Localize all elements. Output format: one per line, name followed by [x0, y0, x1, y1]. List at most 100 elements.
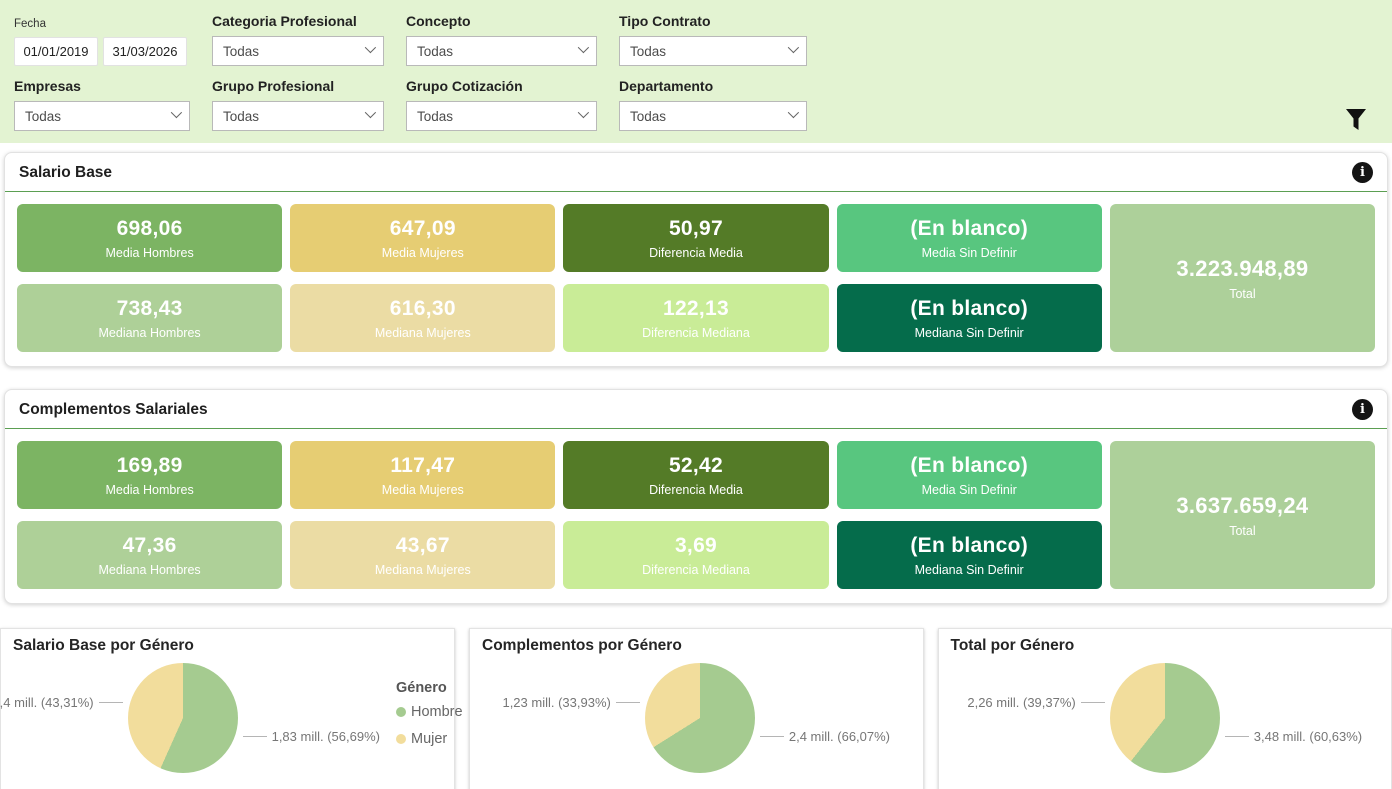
kpi-diferencia-media[interactable]: 50,97 Diferencia Media — [563, 204, 829, 272]
kpi-value: 647,09 — [389, 216, 456, 240]
pie-chart[interactable] — [127, 663, 238, 773]
section-title: Salario Base — [19, 163, 113, 181]
kpi-mediana-sin-definir[interactable]: (En blanco) Mediana Sin Definir — [836, 284, 1102, 352]
categoria-profesional-label: Categoria Profesional — [212, 13, 357, 29]
kpi-grid: 169,89 Media Hombres 117,47 Media Mujere… — [5, 429, 1387, 603]
callout-line — [759, 735, 784, 737]
dropdown-value: Todas — [417, 108, 454, 124]
kpi-media-sin-definir[interactable]: (En blanco) Media Sin Definir — [836, 441, 1102, 509]
dropdown-value: Todas — [630, 43, 667, 59]
pie-chart[interactable] — [644, 663, 755, 773]
section-complementos-salariales: Complementos Salariales i 169,89 Media H… — [4, 389, 1388, 604]
kpi-label: Media Sin Definir — [921, 245, 1017, 260]
kpi-media-hombres[interactable]: 698,06 Media Hombres — [17, 204, 283, 272]
empresas-label: Empresas — [14, 78, 81, 94]
kpi-value: 122,13 — [662, 296, 729, 320]
kpi-value: (En blanco) — [910, 453, 1029, 477]
pie-label-hombre: 2,4 mill. (66,07%) — [755, 729, 890, 744]
legend-dot-mujer — [395, 733, 406, 744]
legend-item-mujer[interactable]: Mujer — [395, 726, 463, 753]
tipo-contrato-dropdown[interactable]: Todas — [619, 36, 807, 66]
grupo-cotizacion-label: Grupo Cotización — [406, 78, 523, 94]
categoria-profesional-dropdown[interactable]: Todas — [212, 36, 384, 66]
kpi-value: 169,89 — [116, 453, 183, 477]
kpi-media-mujeres[interactable]: 647,09 Media Mujeres — [290, 204, 556, 272]
tipo-contrato-label: Tipo Contrato — [619, 13, 711, 29]
kpi-value: 738,43 — [116, 296, 183, 320]
filter-categoria-profesional: Categoria Profesional Todas — [212, 10, 406, 66]
dropdown-value: Todas — [223, 43, 260, 59]
info-icon[interactable]: i — [1352, 399, 1373, 420]
callout-line — [98, 701, 123, 703]
empresas-dropdown[interactable]: Todas — [14, 101, 190, 131]
chevron-down-icon — [577, 41, 590, 54]
kpi-label: Media Sin Definir — [921, 482, 1017, 497]
kpi-value: 43,67 — [395, 533, 450, 557]
kpi-value: (En blanco) — [910, 216, 1029, 240]
concepto-dropdown[interactable]: Todas — [406, 36, 597, 66]
kpi-diferencia-mediana[interactable]: 122,13 Diferencia Mediana — [563, 284, 829, 352]
departamento-dropdown[interactable]: Todas — [619, 101, 807, 131]
kpi-label: Mediana Mujeres — [374, 562, 471, 577]
kpi-diferencia-mediana[interactable]: 3,69 Diferencia Mediana — [563, 521, 829, 589]
callout-line — [1224, 735, 1249, 737]
kpi-value: (En blanco) — [910, 533, 1029, 557]
kpi-label: Media Mujeres — [381, 482, 464, 497]
filter-bar: Fecha Categoria Profesional Todas Concep… — [0, 0, 1392, 143]
kpi-value: 50,97 — [668, 216, 724, 240]
dropdown-value: Todas — [630, 108, 667, 124]
pie-label-hombre: 1,83 mill. (56,69%) — [238, 729, 380, 744]
kpi-label: Total — [1229, 523, 1256, 538]
chevron-down-icon — [787, 41, 800, 54]
chevron-down-icon — [787, 106, 800, 119]
filter-empresas: Empresas Todas — [14, 75, 212, 131]
chart-title: Complementos por Género — [482, 637, 682, 654]
filter-funnel-icon[interactable] — [1346, 109, 1366, 131]
chart-title: Total por Género — [950, 637, 1075, 654]
info-icon[interactable]: i — [1352, 162, 1373, 183]
departamento-label: Departamento — [619, 78, 714, 94]
kpi-label: Mediana Mujeres — [374, 325, 471, 340]
chevron-down-icon — [577, 106, 590, 119]
kpi-value: 3.637.659,24 — [1176, 492, 1309, 518]
legend-title: Género — [395, 679, 447, 696]
section-header: Complementos Salariales i — [5, 390, 1387, 429]
pie-charts-row: Salario Base por Género 1,4 mill. (43,31… — [0, 628, 1392, 789]
concepto-label: Concepto — [406, 13, 471, 29]
filter-concepto: Concepto Todas — [406, 10, 619, 66]
kpi-media-hombres[interactable]: 169,89 Media Hombres — [17, 441, 283, 509]
fecha-end-input[interactable] — [103, 37, 187, 66]
kpi-label: Diferencia Mediana — [642, 562, 750, 577]
kpi-total[interactable]: 3.223.948,89 Total — [1109, 204, 1375, 352]
kpi-value: 3.223.948,89 — [1176, 255, 1309, 281]
chevron-down-icon — [170, 106, 183, 119]
legend-item-hombre[interactable]: Hombre — [395, 699, 463, 726]
kpi-mediana-hombres[interactable]: 47,36 Mediana Hombres — [17, 521, 283, 589]
fecha-start-input[interactable] — [14, 37, 98, 66]
kpi-media-mujeres[interactable]: 117,47 Media Mujeres — [290, 441, 556, 509]
chart-area: 1,23 mill. (33,93%) 2,4 mill. (66,07%) — [470, 657, 923, 779]
dropdown-value: Todas — [25, 108, 62, 124]
pie-chart[interactable] — [1109, 663, 1220, 773]
section-title: Complementos Salariales — [19, 400, 208, 418]
kpi-mediana-hombres[interactable]: 738,43 Mediana Hombres — [17, 284, 283, 352]
pie-label-hombre: 3,48 mill. (60,63%) — [1220, 729, 1362, 744]
pie-label-mujer: 1,4 mill. (43,31%) — [0, 695, 128, 710]
kpi-label: Mediana Sin Definir — [914, 562, 1024, 577]
kpi-mediana-mujeres[interactable]: 616,30 Mediana Mujeres — [290, 284, 556, 352]
kpi-label: Total — [1229, 286, 1256, 301]
grupo-profesional-dropdown[interactable]: Todas — [212, 101, 384, 131]
section-salario-base: Salario Base i 698,06 Media Hombres 647,… — [4, 152, 1388, 367]
pie-label-mujer: 1,23 mill. (33,93%) — [502, 695, 644, 710]
kpi-media-sin-definir[interactable]: (En blanco) Media Sin Definir — [836, 204, 1102, 272]
callout-line — [1080, 701, 1105, 703]
kpi-mediana-mujeres[interactable]: 43,67 Mediana Mujeres — [290, 521, 556, 589]
kpi-total[interactable]: 3.637.659,24 Total — [1109, 441, 1375, 589]
kpi-diferencia-media[interactable]: 52,42 Diferencia Media — [563, 441, 829, 509]
kpi-mediana-sin-definir[interactable]: (En blanco) Mediana Sin Definir — [836, 521, 1102, 589]
filter-fecha: Fecha — [14, 10, 212, 66]
filter-grupo-cotizacion: Grupo Cotización Todas — [406, 75, 619, 131]
chart-complementos-por-genero: Complementos por Género 1,23 mill. (33,9… — [469, 628, 924, 789]
grupo-cotizacion-dropdown[interactable]: Todas — [406, 101, 597, 131]
kpi-label: Mediana Hombres — [98, 562, 201, 577]
